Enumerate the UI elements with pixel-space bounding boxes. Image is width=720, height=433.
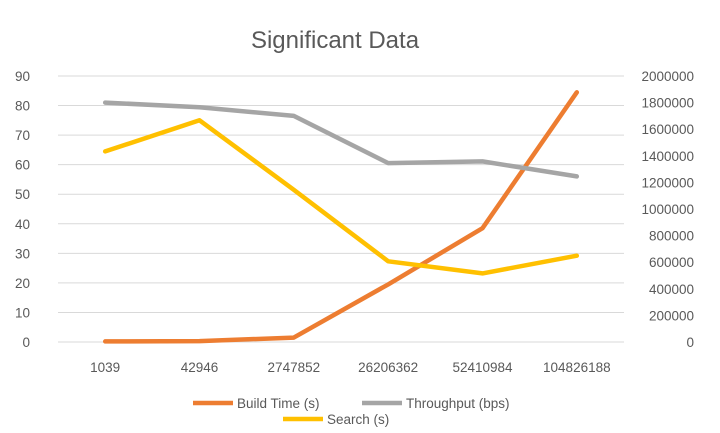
chart-title: Significant Data	[251, 27, 420, 54]
x-tick-label: 104826188	[543, 360, 611, 375]
legend: Build Time (s) Throughput (bps) Search (s)	[193, 396, 510, 427]
left-tick-label: 10	[15, 305, 30, 320]
right-tick-label: 600000	[649, 255, 694, 270]
left-tick-label: 60	[15, 158, 30, 173]
right-tick-label: 1400000	[641, 149, 694, 164]
right-tick-label: 200000	[649, 308, 694, 323]
left-tick-label: 20	[15, 276, 30, 291]
x-tick-label: 1039	[90, 360, 120, 375]
right-tick-label: 1600000	[641, 122, 694, 137]
right-tick-label: 800000	[649, 229, 694, 244]
left-axis-ticks: 0 10 20 30 40 50 60 70 80 90	[15, 69, 30, 350]
right-tick-label: 1800000	[641, 96, 694, 111]
right-axis-ticks: 0 200000 400000 600000 800000 1000000 1200000 1…	[641, 69, 694, 350]
left-tick-label: 30	[15, 246, 30, 261]
right-tick-label: 0	[686, 335, 694, 350]
x-tick-label: 2747852	[268, 360, 321, 375]
left-tick-label: 70	[15, 128, 30, 143]
right-tick-label: 400000	[649, 282, 694, 297]
right-tick-label: 2000000	[641, 69, 694, 84]
series-line-build-time-s	[102, 90, 580, 344]
legend-label: Build Time (s)	[237, 396, 320, 411]
series-line-search-s	[102, 118, 580, 276]
x-axis-ticks: 1039 42946 2747852 26206362 52410984 10482618…	[90, 360, 610, 375]
left-tick-label: 0	[22, 335, 30, 350]
legend-label: Throughput (bps)	[406, 396, 510, 411]
x-tick-label: 42946	[181, 360, 219, 375]
x-tick-label: 26206362	[358, 360, 418, 375]
series-lines	[102, 90, 580, 344]
left-tick-label: 80	[15, 99, 30, 114]
legend-label: Search (s)	[327, 412, 389, 427]
right-tick-label: 1200000	[641, 175, 694, 190]
left-tick-label: 90	[15, 69, 30, 84]
x-tick-label: 52410984	[452, 360, 513, 375]
right-tick-label: 1000000	[641, 202, 694, 217]
series-line-throughput-bps	[102, 100, 580, 179]
gridlines	[58, 75, 624, 343]
left-tick-label: 40	[15, 217, 30, 232]
left-tick-label: 50	[15, 187, 30, 202]
